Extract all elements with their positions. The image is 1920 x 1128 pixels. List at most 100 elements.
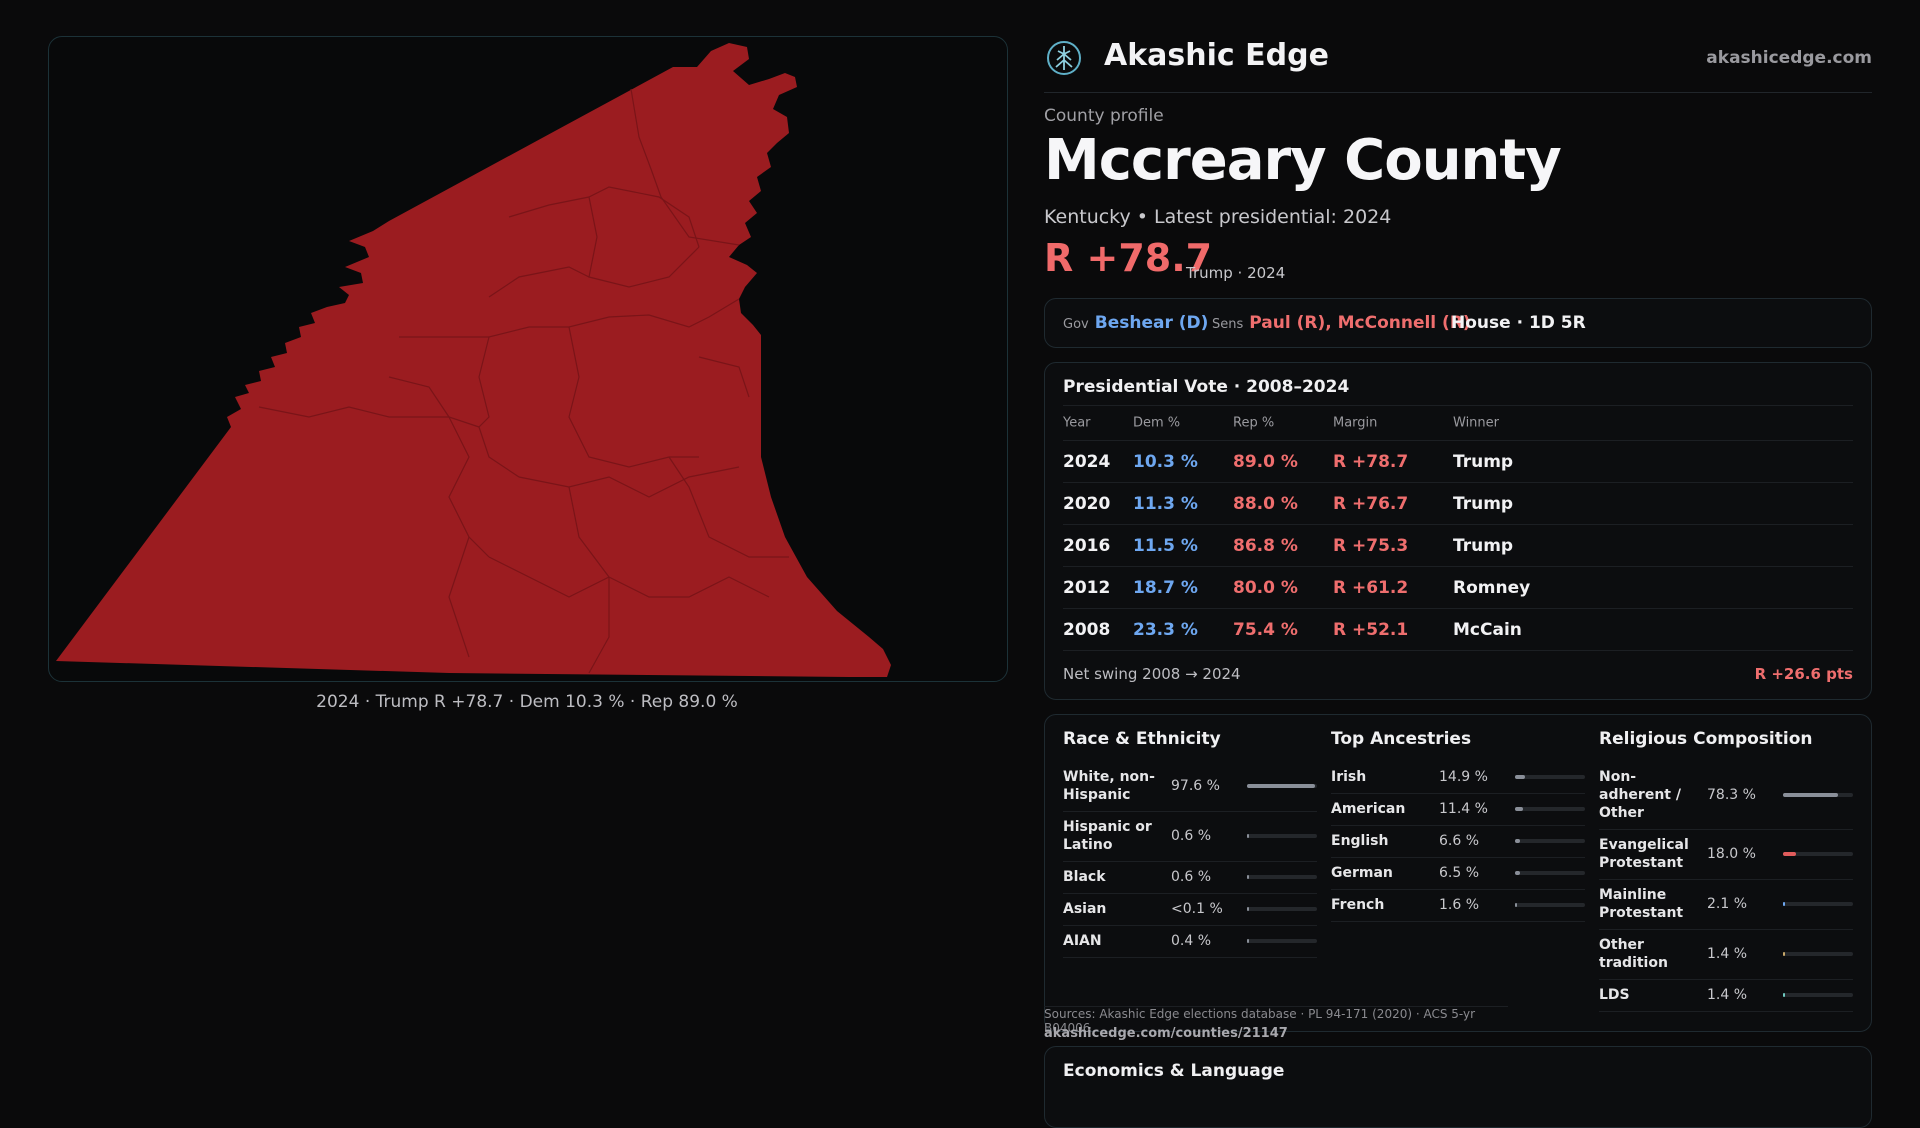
ancestry-value: 6.6 % xyxy=(1439,833,1480,849)
site-link[interactable]: akashicedge.com xyxy=(1706,48,1872,68)
religion-bar-fill xyxy=(1783,852,1796,856)
cell-winner: Trump xyxy=(1453,451,1514,472)
cell-margin: R +75.3 xyxy=(1333,535,1409,556)
religion-bar xyxy=(1783,793,1853,797)
religion-bar-fill xyxy=(1783,993,1785,997)
race-bar-fill xyxy=(1247,939,1249,943)
race-bar xyxy=(1247,875,1317,879)
religion-value: 1.4 % xyxy=(1707,946,1748,962)
cell-rep: 80.0 % xyxy=(1233,577,1298,598)
race-label: White, non-Hispanic xyxy=(1063,769,1155,803)
page-title: Mccreary County xyxy=(1044,128,1562,193)
race-title: Race & Ethnicity xyxy=(1063,729,1221,749)
race-label: AIAN xyxy=(1063,933,1102,949)
ancestry-bar-fill xyxy=(1515,839,1520,843)
race-label: Black xyxy=(1063,869,1106,885)
sens-label: Sens xyxy=(1212,317,1244,332)
race-bar-fill xyxy=(1247,875,1249,879)
col-winner: Winner xyxy=(1453,415,1500,431)
county-shape[interactable] xyxy=(56,43,891,677)
margin-headline: R +78.7 xyxy=(1044,236,1213,280)
race-label: Asian xyxy=(1063,901,1107,917)
religion-bar xyxy=(1783,902,1853,906)
ancestry-label: English xyxy=(1331,833,1389,849)
religion-bar-fill xyxy=(1783,793,1838,797)
religion-label: Other tradition xyxy=(1599,937,1668,971)
cell-year: 2012 xyxy=(1063,577,1111,598)
cell-margin: R +52.1 xyxy=(1333,619,1409,640)
religion-bar xyxy=(1783,952,1853,956)
cell-winner: Trump xyxy=(1453,493,1514,514)
col-dem: Dem % xyxy=(1133,415,1181,431)
religion-label: Evangelical Protestant xyxy=(1599,837,1689,871)
col-rep: Rep % xyxy=(1233,415,1275,431)
ancestry-bar xyxy=(1515,839,1585,843)
county-map-svg xyxy=(56,43,891,677)
cell-year: 2016 xyxy=(1063,535,1111,556)
economics-card: Economics & Language xyxy=(1044,1046,1872,1128)
ancestry-bar-fill xyxy=(1515,807,1523,811)
presidential-title: Presidential Vote · 2008–2024 xyxy=(1063,377,1350,397)
race-bar-fill xyxy=(1247,834,1249,838)
religion-title: Religious Composition xyxy=(1599,729,1813,749)
governor: Gov Beshear (D) xyxy=(1063,313,1208,333)
demographics-card: Race & Ethnicity White, non-Hispanic 97.6… xyxy=(1044,714,1872,1032)
page-subtitle: Kentucky • Latest presidential: 2024 xyxy=(1044,206,1392,228)
religion-bar-fill xyxy=(1783,902,1785,906)
page-kicker: County profile xyxy=(1044,106,1164,126)
race-value: 0.4 % xyxy=(1171,933,1212,949)
religion-value: 1.4 % xyxy=(1707,987,1748,1003)
table-row: 2016 11.5 % 86.8 % R +75.3 Trump xyxy=(1063,525,1853,567)
precinct-borders xyxy=(258,88,789,674)
ancestry-value: 6.5 % xyxy=(1439,865,1480,881)
senators: Sens Paul (R), McConnell (R) xyxy=(1212,313,1471,333)
col-margin: Margin xyxy=(1333,415,1378,431)
religion-row: Mainline Protestant 2.1 % xyxy=(1599,879,1853,930)
ancestry-label: American xyxy=(1331,801,1406,817)
cell-rep: 75.4 % xyxy=(1233,619,1298,640)
religion-row: Other tradition 1.4 % xyxy=(1599,929,1853,980)
religion-value: 2.1 % xyxy=(1707,896,1748,912)
col-year: Year xyxy=(1063,415,1091,431)
tree-globe-icon[interactable] xyxy=(1046,40,1082,76)
ancestry-value: 11.4 % xyxy=(1439,801,1488,817)
presidential-table: Year Dem % Rep % Margin Winner 2024 10.3… xyxy=(1063,405,1853,651)
ancestry-row: Irish 14.9 % xyxy=(1331,761,1585,794)
race-value: 0.6 % xyxy=(1171,828,1212,844)
race-row: Hispanic or Latino 0.6 % xyxy=(1063,811,1317,862)
net-swing-label: Net swing 2008 → 2024 xyxy=(1063,665,1241,683)
source-url[interactable]: akashicedge.com/counties/21147 xyxy=(1044,1026,1288,1041)
ancestry-label: German xyxy=(1331,865,1393,881)
table-row: 2012 18.7 % 80.0 % R +61.2 Romney xyxy=(1063,567,1853,609)
county-map[interactable] xyxy=(48,36,1008,682)
brand-name[interactable]: Akashic Edge xyxy=(1104,38,1329,73)
race-row: Asian <0.1 % xyxy=(1063,893,1317,926)
religion-label: Non-adherent / Other xyxy=(1599,769,1681,821)
race-value: 97.6 % xyxy=(1171,778,1220,794)
ancestry-bar xyxy=(1515,775,1585,779)
cell-rep: 86.8 % xyxy=(1233,535,1298,556)
ancestry-row: German 6.5 % xyxy=(1331,857,1585,890)
sources-note: Sources: Akashic Edge elections database… xyxy=(1044,1006,1508,1035)
cell-winner: McCain xyxy=(1453,619,1522,640)
cell-year: 2020 xyxy=(1063,493,1111,514)
cell-rep: 88.0 % xyxy=(1233,493,1298,514)
race-bar-fill xyxy=(1247,907,1249,911)
race-bar-fill xyxy=(1247,784,1315,788)
cell-rep: 89.0 % xyxy=(1233,451,1298,472)
cell-margin: R +76.7 xyxy=(1333,493,1409,514)
cell-dem: 11.5 % xyxy=(1133,535,1198,556)
cell-dem: 18.7 % xyxy=(1133,577,1198,598)
race-value: 0.6 % xyxy=(1171,869,1212,885)
religion-value: 78.3 % xyxy=(1707,787,1756,803)
cell-margin: R +78.7 xyxy=(1333,451,1409,472)
religion-bar xyxy=(1783,993,1853,997)
religion-bar-fill xyxy=(1783,952,1785,956)
cell-year: 2008 xyxy=(1063,619,1111,640)
religion-label: LDS xyxy=(1599,987,1630,1003)
race-row: White, non-Hispanic 97.6 % xyxy=(1063,761,1317,812)
race-bar xyxy=(1247,939,1317,943)
race-bar xyxy=(1247,834,1317,838)
map-caption: 2024 · Trump R +78.7 · Dem 10.3 % · Rep … xyxy=(316,692,738,712)
ancestry-row: English 6.6 % xyxy=(1331,825,1585,858)
